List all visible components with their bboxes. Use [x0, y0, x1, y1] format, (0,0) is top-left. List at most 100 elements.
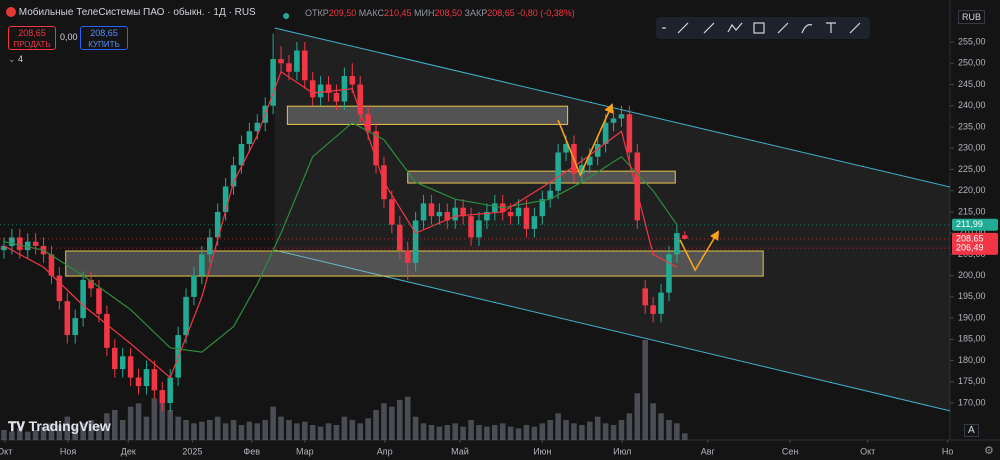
candle-body [444, 211, 451, 221]
candle-body [333, 93, 340, 102]
candle-body [270, 59, 276, 106]
candle-body [183, 296, 189, 336]
candle-body [547, 190, 553, 200]
volume-bar [222, 423, 229, 440]
volume-bar [381, 403, 387, 440]
icon[interactable] [801, 24, 813, 34]
volume-bar [563, 420, 569, 440]
candle-body [254, 122, 261, 132]
icon[interactable] [826, 22, 836, 33]
sell-button[interactable]: 208,65 ПРОДАТЬ [8, 26, 56, 50]
volume-bar [579, 425, 585, 440]
volume-bar [539, 423, 546, 440]
volume-bar [460, 426, 466, 440]
volume-bar [112, 410, 118, 440]
volume-bar [135, 403, 142, 440]
y-tick-label: 180,00 [958, 355, 986, 365]
icon[interactable] [677, 22, 689, 34]
candle-body [436, 211, 443, 217]
sell-label: ПРОДАТЬ [13, 40, 51, 49]
ohlc-value: 208,50 [434, 8, 462, 18]
candle-body [341, 76, 348, 102]
ohlc-value: 208,65 [487, 8, 515, 18]
volume-bar [48, 423, 55, 440]
candle-body [167, 377, 173, 404]
candle-body [135, 377, 142, 387]
x-tick-label: Авг [701, 446, 716, 456]
y-tick-label: 250,00 [958, 58, 986, 68]
candle-body [539, 199, 546, 217]
x-tick-label: Дек [121, 446, 136, 456]
volume-bar [246, 421, 253, 440]
volume-bar [104, 413, 110, 440]
candle-body [357, 84, 363, 115]
volume-bar [499, 423, 506, 440]
currency[interactable]: RUB [958, 10, 986, 24]
volume-bar [40, 426, 47, 440]
icon[interactable] [727, 22, 743, 33]
volume-bar [634, 393, 641, 440]
candle-body [17, 237, 23, 251]
buy-button[interactable]: 208,65 КУПИТЬ [80, 26, 128, 50]
symbol[interactable]: Мобильные ТелеСистемы ПАО · обыкн. · 1Д … [18, 7, 256, 18]
volume-bar [674, 423, 680, 440]
y-tick-label: 230,00 [958, 143, 986, 153]
candle-body [349, 76, 356, 85]
candle-body [151, 369, 158, 391]
volume-bar [317, 426, 324, 440]
x-tick-label: Окт [860, 446, 875, 456]
candle-body [563, 143, 569, 153]
icon[interactable] [703, 22, 715, 34]
volume-bar [175, 416, 181, 440]
candle-body [555, 152, 561, 191]
candle-body [373, 131, 379, 166]
symbol-row: Мобильные ТелеСистемы ПАО · обыкн. · 1Д … [6, 7, 256, 18]
settings[interactable]: ⚙ [984, 445, 994, 457]
x-tick-label: Фев [243, 446, 260, 456]
y-tick-label: 170,00 [958, 397, 986, 407]
candle-body [112, 347, 118, 370]
volume-bar [286, 420, 292, 440]
candle-body [246, 131, 253, 144]
candle-body [159, 390, 166, 404]
volume-bar [24, 431, 31, 440]
candle-body [666, 254, 672, 293]
volume-bar [302, 421, 308, 440]
indicators-toggle[interactable]: ⌄ 4 [8, 54, 24, 64]
volume-bar [230, 420, 237, 440]
candle-body [119, 356, 126, 370]
ohlc-label: МИН [414, 8, 435, 18]
candle-body [104, 313, 110, 348]
volume-bar [587, 421, 593, 440]
volume-bar [373, 410, 379, 440]
candle-body [428, 203, 435, 217]
volume-bar [278, 416, 284, 440]
volume-bar [484, 426, 490, 440]
candle-body [143, 369, 150, 387]
volume-bar [143, 416, 150, 440]
volume-bar [666, 420, 672, 440]
candle-body [420, 203, 427, 221]
volume-bar [294, 423, 300, 440]
x-tick-label: Апр [377, 446, 393, 456]
candle-body [587, 156, 593, 166]
candle-body [294, 50, 300, 72]
candle-body [594, 143, 601, 157]
icon[interactable] [849, 22, 861, 34]
ohlc-label: ОТКР [305, 8, 329, 18]
icon[interactable] [777, 22, 789, 34]
volume-bar [357, 423, 363, 440]
auto-scale[interactable]: A [964, 424, 979, 437]
volume-bar [642, 340, 648, 440]
volume-bar [650, 403, 656, 440]
price-label-box [952, 242, 998, 255]
price-label: 211,99 [956, 219, 983, 229]
candle-body [468, 216, 474, 238]
candle-body [452, 207, 458, 221]
icon[interactable] [753, 22, 765, 34]
volume-bar [610, 425, 617, 440]
volume-bar [207, 420, 213, 440]
volume-bar [119, 420, 126, 440]
candle-body [127, 356, 134, 378]
